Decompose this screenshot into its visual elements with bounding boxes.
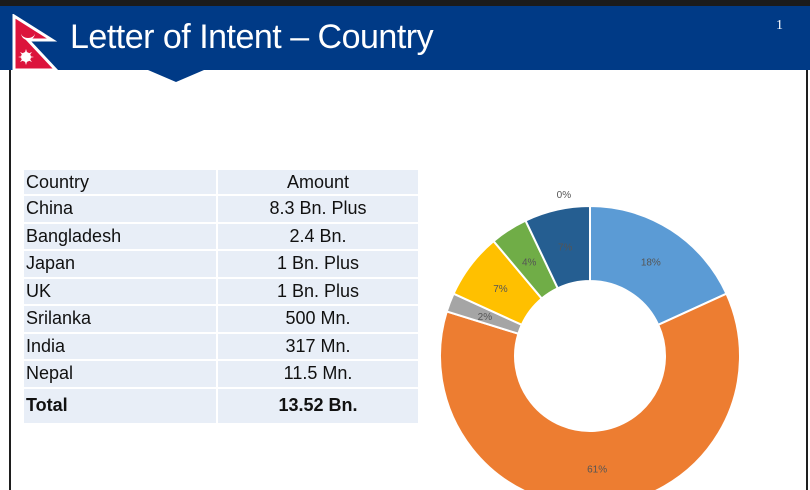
table-row: India 317 Mn. xyxy=(24,332,418,360)
slice-label: 0% xyxy=(557,190,572,201)
slide-title: Letter of Intent – Country xyxy=(70,18,434,56)
table-row: Japan 1 Bn. Plus xyxy=(24,250,418,278)
table-row: Srilanka 500 Mn. xyxy=(24,305,418,333)
slide-right-border xyxy=(806,70,808,490)
donut-slice xyxy=(439,292,741,490)
country-cell: Nepal xyxy=(24,360,218,388)
amount-cell: 8.3 Bn. Plus xyxy=(269,198,367,219)
slice-label: 18% xyxy=(641,257,661,268)
table-row: China 8.3 Bn. Plus xyxy=(24,195,418,223)
table-row: UK 1 Bn. Plus xyxy=(24,277,418,305)
amount-cell: 317 Mn. xyxy=(285,335,351,356)
amount-cell: 1 Bn. Plus xyxy=(276,280,360,301)
nepal-flag-icon xyxy=(12,14,60,72)
table-row: Bangladesh 2.4 Bn. xyxy=(24,222,418,250)
slice-label: 61% xyxy=(587,464,607,475)
title-banner xyxy=(0,6,810,70)
table-header-row: Country Amount xyxy=(24,170,418,195)
country-cell: China xyxy=(24,195,218,223)
amount-cell: 500 Mn. xyxy=(285,308,351,329)
country-cell: Japan xyxy=(24,250,218,278)
country-share-donut-chart: 18% 61% 2% 7% 4% 7% 0% xyxy=(439,190,741,490)
table-row: Nepal 11.5 Mn. xyxy=(24,360,418,388)
country-cell: UK xyxy=(24,277,218,305)
slice-label: 4% xyxy=(522,257,537,268)
donut-slice xyxy=(524,204,591,290)
letter-of-intent-table: Country Amount China 8.3 Bn. Plus Bangla… xyxy=(24,170,418,425)
amount-column-header: Amount xyxy=(286,171,350,192)
country-cell: Srilanka xyxy=(24,305,218,333)
total-row: Total 13.52 Bn. xyxy=(24,387,418,424)
top-strip xyxy=(0,0,810,6)
slice-label: 2% xyxy=(478,312,493,323)
amount-cell: 1 Bn. Plus xyxy=(276,253,360,274)
slice-label: 7% xyxy=(493,284,508,295)
country-cell: Bangladesh xyxy=(24,222,218,250)
country-cell: India xyxy=(24,332,218,360)
amount-cell: 2.4 Bn. xyxy=(289,225,347,246)
donut-slice xyxy=(589,204,728,327)
country-column-header: Country xyxy=(24,170,218,195)
amount-cell: 11.5 Mn. xyxy=(283,363,353,384)
slice-label: 7% xyxy=(558,242,573,253)
slide-left-border xyxy=(9,70,11,490)
banner-notch xyxy=(148,70,204,82)
total-label: Total xyxy=(24,387,218,424)
total-amount: 13.52 Bn. xyxy=(278,395,358,415)
page-number: 1 xyxy=(776,18,783,33)
